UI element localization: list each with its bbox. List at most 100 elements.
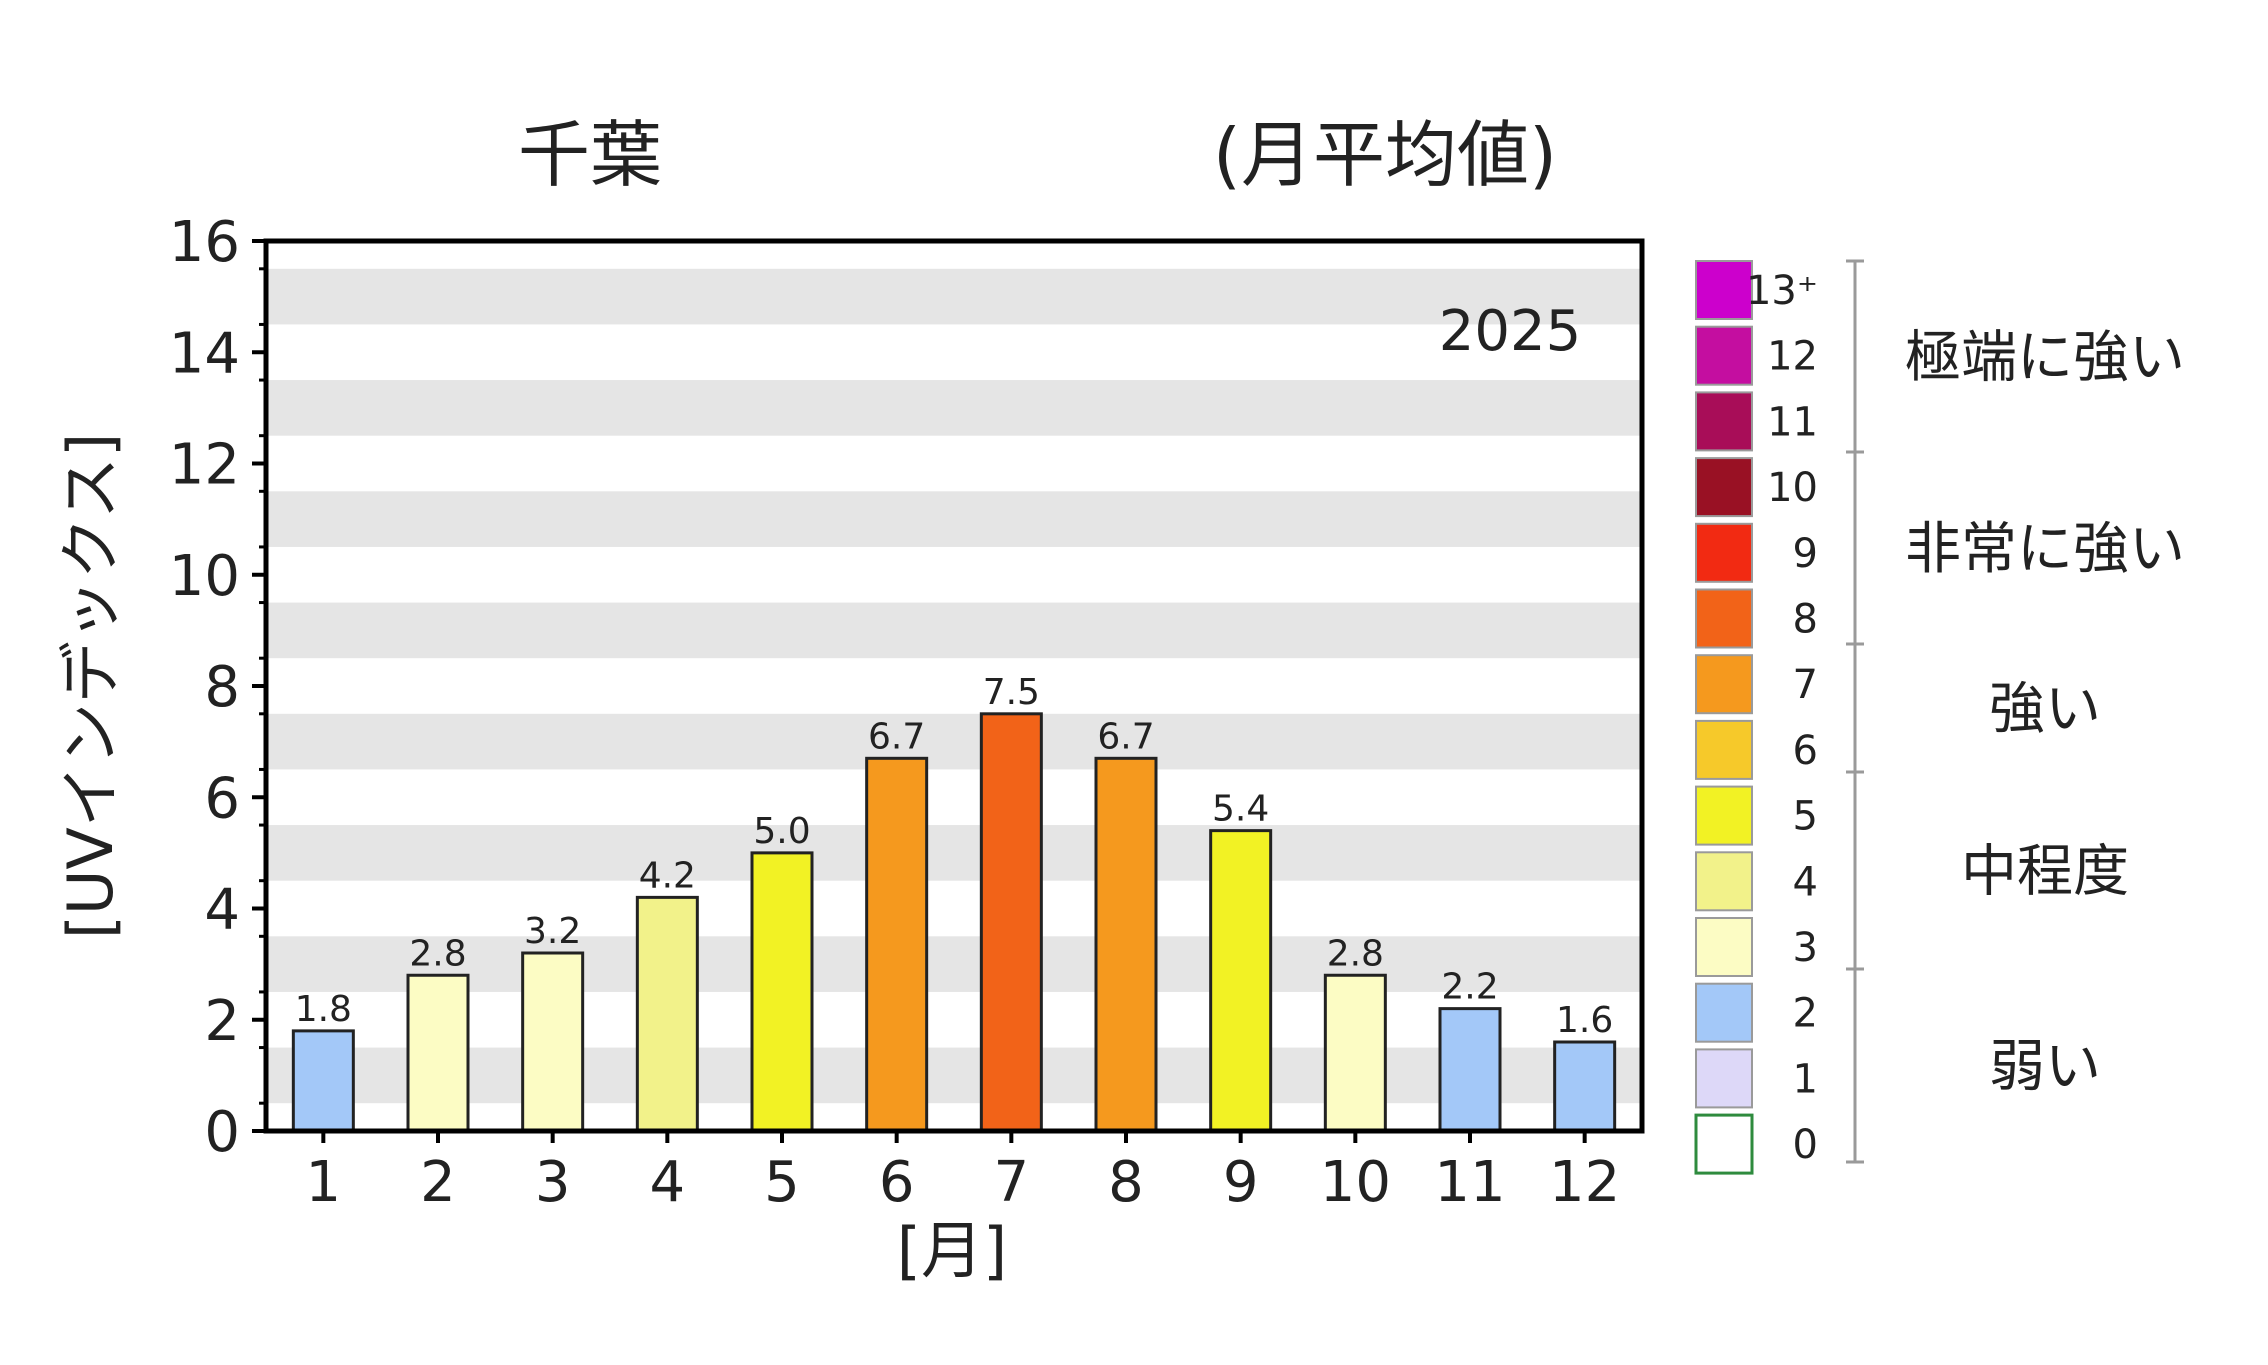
x-axis-label: [月]	[897, 1214, 1007, 1287]
legend-scale-label: 7	[1793, 662, 1818, 708]
bar	[406, 973, 470, 1133]
value-label: 2.8	[1327, 933, 1384, 974]
x-tick-label: 3	[535, 1150, 571, 1215]
legend-scale-label: 9	[1793, 531, 1818, 577]
y-axis-label: [UVインデックス]	[54, 433, 127, 939]
legend-category-label: 弱い	[1989, 1035, 2101, 1100]
y-axis: 0 2 4 6 8 10 12 14 16	[169, 210, 266, 1165]
legend-scale-label: 10	[1767, 465, 1818, 511]
legend-swatch	[1695, 917, 1753, 977]
legend-scale-label: 1	[1793, 1056, 1818, 1102]
bar	[750, 851, 814, 1133]
value-label: 6.7	[868, 716, 925, 757]
plot-frame	[263, 238, 1645, 1134]
legend-category-label: 中程度	[1961, 840, 2129, 905]
value-labels: 1.8 2.8 3.2 4.2 5.0 6.7 7.5 6.7 5.4 2.8 2.2 1.6	[295, 672, 1614, 1041]
grid-band	[266, 268, 1642, 325]
value-label: 2.2	[1441, 967, 1498, 1008]
legend-swatch	[1695, 851, 1753, 912]
grid-band	[266, 825, 1642, 881]
y-tick-label: 6	[204, 766, 240, 831]
bar	[521, 951, 585, 1133]
bar	[1094, 756, 1158, 1133]
grid-band	[266, 936, 1642, 992]
legend-swatch	[1695, 785, 1753, 846]
y-tick-label: 16	[169, 210, 240, 275]
value-label: 6.7	[1097, 716, 1154, 757]
legend-swatch	[1695, 260, 1753, 320]
legend-swatch	[1695, 391, 1753, 452]
value-label: 5.0	[753, 811, 810, 852]
x-axis: 1 2 3 4 5 6 7 8 9 10 11 12	[306, 1131, 1620, 1215]
value-label: 1.6	[1556, 1000, 1613, 1041]
bar	[635, 895, 699, 1133]
bar	[1323, 973, 1387, 1133]
legend-scale-label: 4	[1793, 859, 1818, 905]
legend-scale-label: 2	[1793, 991, 1818, 1037]
x-tick-label: 5	[764, 1150, 800, 1215]
legend-scale-label: 5	[1793, 794, 1818, 840]
legend-category-label: 極端に強い	[1905, 326, 2185, 391]
legend-brackets	[1846, 259, 1864, 1164]
legend-scale-label: 11	[1767, 399, 1818, 445]
legend-scale-label: 6	[1793, 728, 1818, 774]
x-tick-label: 2	[420, 1150, 456, 1215]
value-label: 1.8	[295, 989, 352, 1030]
bar	[1438, 1007, 1502, 1133]
y-tick-label: 14	[169, 321, 240, 386]
x-tick-label: 11	[1434, 1150, 1505, 1215]
bar	[865, 756, 929, 1133]
grid-band	[266, 380, 1642, 436]
legend-swatch	[1695, 719, 1753, 780]
y-tick-label: 8	[204, 655, 240, 720]
y-tick-label: 12	[169, 433, 240, 498]
bar	[291, 1029, 355, 1133]
legend-category-label: 非常に強い	[1905, 517, 2185, 582]
x-tick-label: 6	[879, 1150, 915, 1215]
value-label: 7.5	[983, 672, 1040, 713]
grid-bands	[266, 268, 1642, 1104]
legend-swatch	[1695, 522, 1753, 583]
x-tick-label: 12	[1549, 1150, 1620, 1215]
legend-scale-label: 8	[1793, 597, 1818, 643]
chart-title-location: 千葉	[518, 113, 662, 197]
value-label: 5.4	[1212, 789, 1269, 830]
legend-swatch	[1695, 654, 1753, 715]
x-tick-label: 9	[1223, 1150, 1259, 1215]
year-label: 2025	[1439, 299, 1582, 364]
grid-band	[266, 602, 1642, 659]
x-tick-label: 7	[994, 1150, 1030, 1215]
legend-swatch	[1694, 1113, 1754, 1175]
legend-category-label: 強い	[1989, 677, 2101, 742]
legend-swatch	[1695, 325, 1753, 386]
grid-band	[266, 1047, 1642, 1104]
bar	[1209, 829, 1273, 1133]
legend-swatch	[1695, 457, 1753, 518]
value-label: 4.2	[639, 855, 696, 896]
x-tick-label: 10	[1320, 1150, 1391, 1215]
value-label: 3.2	[524, 911, 581, 952]
grid-band	[266, 713, 1642, 770]
x-tick-label: 1	[306, 1150, 342, 1215]
y-tick-label: 4	[204, 878, 240, 943]
grid-band	[266, 491, 1642, 547]
legend-scale-label: 13⁺	[1746, 268, 1818, 314]
y-tick-label: 0	[204, 1100, 240, 1165]
value-label: 2.8	[409, 933, 466, 974]
legend-swatch	[1695, 1048, 1753, 1109]
legend-swatch	[1695, 588, 1753, 649]
bar-series	[291, 712, 1617, 1133]
legend-scale-label: 3	[1793, 925, 1818, 971]
legend-scale-label: 12	[1767, 334, 1818, 380]
x-tick-label: 4	[650, 1150, 686, 1215]
bar	[1553, 1040, 1617, 1133]
y-tick-label: 10	[169, 544, 240, 609]
y-tick-label: 2	[204, 989, 240, 1054]
bar	[979, 712, 1043, 1133]
chart-title-period: (月平均値)	[1213, 113, 1557, 197]
legend-scale-label: 0	[1793, 1122, 1818, 1168]
legend-swatch	[1695, 982, 1753, 1043]
